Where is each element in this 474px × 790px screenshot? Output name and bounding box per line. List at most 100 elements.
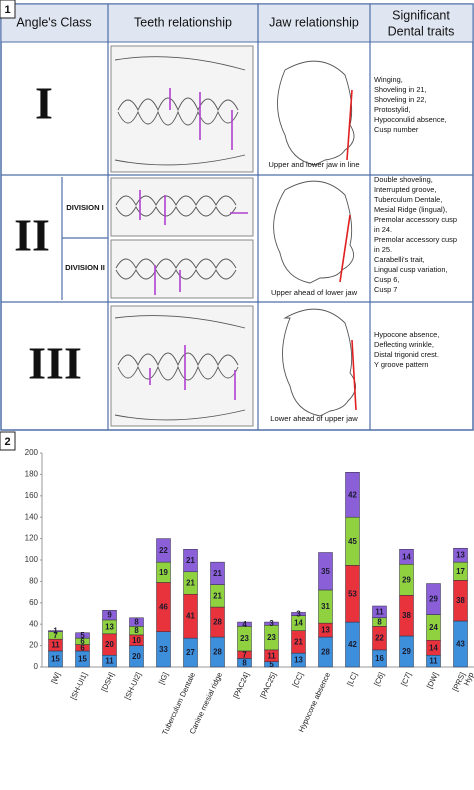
segment-label: 28 <box>213 648 222 657</box>
y-tick-label: 140 <box>25 512 39 521</box>
bar-segment <box>399 549 414 565</box>
x-tick-label: [SH-UI1] <box>69 671 89 701</box>
segment-label: 31 <box>321 602 330 611</box>
trait: Hypocone absence, <box>374 330 439 339</box>
segment-label: 8 <box>134 618 139 627</box>
trait: Interrupted groove, <box>374 185 436 194</box>
segment-label: 21 <box>213 569 222 578</box>
segment-label: 38 <box>402 611 411 620</box>
header: Teeth relationship <box>134 15 232 29</box>
jaw-caption: Lower ahead of upper jaw <box>270 414 358 423</box>
segment-label: 11 <box>375 607 384 616</box>
bar-segment <box>264 621 279 626</box>
trait: Mesial Ridge (lingual), <box>374 205 447 214</box>
bar-segment <box>237 621 252 627</box>
trait: Protostylid, <box>374 105 411 114</box>
segment-label: 13 <box>105 622 114 631</box>
segment-label: 8 <box>242 658 247 667</box>
segment-label: 7 <box>242 650 246 659</box>
trait: in 24. <box>374 225 392 234</box>
division-label: DIVISION I <box>66 203 104 212</box>
segment-label: 11 <box>429 657 438 666</box>
segment-label: 14 <box>294 619 303 628</box>
x-tick-label: [C7] <box>399 671 413 687</box>
segment-label: 13 <box>321 626 330 635</box>
bar-segment <box>156 538 171 563</box>
header: Dental traits <box>388 24 455 38</box>
class-label: II <box>14 210 50 261</box>
segment-label: 14 <box>429 643 438 652</box>
segment-label: 29 <box>402 647 411 656</box>
segment-label: 45 <box>348 537 357 546</box>
segment-label: 4 <box>242 620 247 629</box>
x-tick-label: [LC] <box>345 671 359 687</box>
panel-label: 1 <box>4 4 10 16</box>
y-tick-label: 60 <box>29 598 38 607</box>
header: Angle's Class <box>16 15 91 29</box>
segment-label: 1 <box>53 627 58 636</box>
trait: Y groove pattern <box>374 360 429 369</box>
bar-segment <box>75 632 90 639</box>
x-tick-label: [DSH] <box>99 671 116 693</box>
class-label: I <box>35 78 53 129</box>
segment-label: 23 <box>267 633 276 642</box>
segment-label: 24 <box>429 623 438 632</box>
segment-label: 20 <box>105 640 114 649</box>
trait: Double shoveling, <box>374 175 433 184</box>
header: Significant <box>392 8 450 22</box>
segment-label: 5 <box>269 660 274 669</box>
segment-label: 8 <box>377 618 382 627</box>
x-tick-label: [C6] <box>372 671 386 687</box>
trait: Shoveling in 21, <box>374 85 427 94</box>
segment-label: 29 <box>402 575 411 584</box>
trait: Distal trigonid crest. <box>374 350 439 359</box>
panel-badge <box>0 431 16 451</box>
segment-label: 13 <box>294 656 303 665</box>
segment-label: 38 <box>456 596 465 605</box>
y-tick-label: 160 <box>25 491 39 500</box>
y-tick-label: 180 <box>25 470 39 479</box>
segment-label: 8 <box>134 626 139 635</box>
segment-label: 22 <box>375 634 384 643</box>
profile-line <box>339 89 357 411</box>
bar-segment <box>102 610 117 621</box>
segment-label: 13 <box>456 551 465 560</box>
panel-badge <box>0 0 16 19</box>
segment-label: 15 <box>51 655 60 664</box>
bar-segment <box>210 561 225 585</box>
bar-segment <box>345 472 360 518</box>
traits: Winging,Shoveling in 21,Shoveling in 22,… <box>374 75 457 369</box>
segment-label: 6 <box>80 637 85 646</box>
segment-label: 21 <box>186 579 195 588</box>
y-tick-label: 0 <box>34 662 39 671</box>
segment-label: 43 <box>456 640 465 649</box>
x-tick-label: [IG] <box>157 671 170 686</box>
segment-label: 3 <box>269 619 274 628</box>
bar-segment <box>291 612 306 616</box>
segment-label: 19 <box>159 568 168 577</box>
header-row <box>0 3 474 43</box>
segment-label: 10 <box>132 636 141 645</box>
segment-label: 33 <box>159 645 168 654</box>
x-tick-label: Hyp <box>462 671 474 687</box>
segment-label: 21 <box>186 556 195 565</box>
x-tick-label: [PAC24] <box>231 671 251 700</box>
segment-label: 29 <box>429 595 438 604</box>
trait: Premolar accessory cusp <box>374 235 457 244</box>
segment-label: 21 <box>294 637 303 646</box>
segment-label: 46 <box>159 603 168 612</box>
segment-label: 42 <box>348 640 357 649</box>
y-tick-label: 20 <box>29 641 38 650</box>
segment-label: 20 <box>132 652 141 661</box>
segment-label: 11 <box>105 657 114 666</box>
x-tick-label: [CC] <box>291 671 306 689</box>
bar-segment <box>48 630 63 632</box>
segment-label: 21 <box>213 591 222 600</box>
segment-label: 23 <box>240 634 249 643</box>
bar-segment <box>372 605 387 619</box>
segment-label: 6 <box>80 643 85 652</box>
segment-label: 9 <box>107 611 112 620</box>
y-tick-label: 80 <box>29 577 38 586</box>
